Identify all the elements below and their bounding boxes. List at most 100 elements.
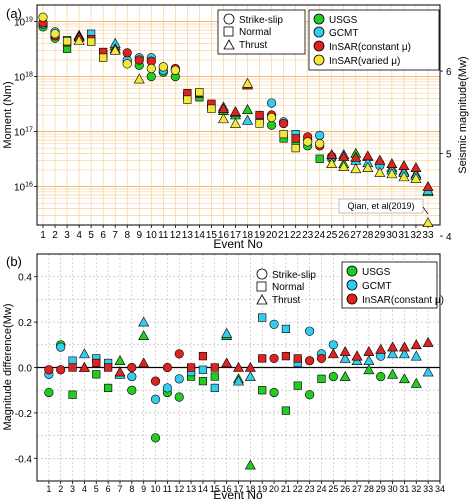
marker-b-series2-event4 <box>78 361 90 372</box>
marker-b-series1-event8 <box>127 371 137 382</box>
x-tick-label: 26 <box>338 230 350 241</box>
marker-b-series0-event5 <box>92 370 101 379</box>
x-tick-label: 16 <box>218 230 230 241</box>
marker-b-series1-event11 <box>162 383 172 393</box>
marker-a-series3-event32 <box>410 172 422 183</box>
x-tick-label: 18 <box>245 484 255 494</box>
marker-b-series1-event25 <box>328 340 338 350</box>
y-tick-label: 0.2 <box>18 318 32 329</box>
x-tick-label: 28 <box>362 230 374 241</box>
gcmt-legend-label: GCMT <box>362 281 391 292</box>
x-tick-label: 13 <box>186 484 196 494</box>
panel-a-mechanism-legend: Strike-slip Normal Thrust <box>217 9 306 55</box>
marker-b-series2-event15 <box>210 363 219 372</box>
marker-a-series2-event32 <box>410 162 422 173</box>
x-tick-label: 3 <box>70 484 75 494</box>
marker-b-series1-event9 <box>138 316 150 327</box>
x-tick-label: 17 <box>230 230 242 241</box>
x-tick-label: 11 <box>158 230 169 241</box>
marker-b-series0-event18 <box>244 459 256 470</box>
gcmt-legend-label: GCMT <box>329 28 358 39</box>
thrust-legend-label: Thrust <box>239 40 268 51</box>
marker-a-series3-event5 <box>87 37 96 46</box>
gcmt-legend-symbol <box>346 279 358 291</box>
marker-a-series3-event20 <box>266 112 277 123</box>
marker-a-series2-event30 <box>386 158 398 169</box>
panel-b-source-legend: USGS GCMT InSAR(constant μ) <box>341 261 444 309</box>
marker-b-series2-event19 <box>258 354 267 363</box>
panel-a-frame <box>36 4 441 226</box>
x-tick-label: 4 <box>76 230 82 241</box>
marker-b-series0-event29 <box>376 371 386 382</box>
marker-a-series0-event20 <box>266 120 277 130</box>
x-tick-label: 26 <box>340 484 350 494</box>
x-tick-label: 1 <box>40 230 46 241</box>
marker-a-series3-event23 <box>303 137 313 147</box>
marker-b-series2-event2 <box>56 365 66 375</box>
marker-b-series2-event33 <box>422 336 434 347</box>
marker-b-series0-event30 <box>387 368 399 379</box>
x-tick-label: 15 <box>206 230 218 241</box>
marker-b-series2-event32 <box>410 339 422 350</box>
x-tick-label: 2 <box>58 484 63 494</box>
marker-b-series2-event13 <box>186 363 196 372</box>
marker-b-series2-event9 <box>138 357 150 368</box>
x-tick-label: 12 <box>174 484 184 494</box>
marker-a-series3-event1 <box>38 12 48 22</box>
marker-a-series3-event24 <box>315 139 325 149</box>
marker-a-series3-event10 <box>146 63 156 74</box>
marker-b-series0-event21 <box>281 406 291 415</box>
marker-a-series2-event31 <box>398 160 410 170</box>
x-tick-label: 17 <box>233 484 243 494</box>
marker-a-series3-event31 <box>398 171 410 182</box>
right-tick-label: 5 <box>446 150 452 161</box>
marker-a-series3-event18 <box>242 77 254 88</box>
right-tick-label: 6 <box>446 67 452 78</box>
x-tick-label: 11 <box>163 484 172 494</box>
y-tick-label: 0.4 <box>18 273 32 284</box>
marker-b-series2-event17 <box>232 361 245 372</box>
marker-a-series0-event10 <box>146 71 156 82</box>
marker-b-series1-event31 <box>398 348 410 359</box>
insar-varied-legend-label: InSAR(varied μ) <box>329 56 400 67</box>
marker-b-series2-event24 <box>316 353 327 364</box>
marker-b-series0-event24 <box>317 374 326 383</box>
marker-b-series1-event19 <box>258 313 267 322</box>
marker-b-series2-event27 <box>351 350 363 361</box>
x-tick-label: 6 <box>100 230 106 241</box>
marker-b-series2-event22 <box>293 354 302 363</box>
marker-b-series2-event28 <box>363 345 375 356</box>
marker-a-series3-event27 <box>350 163 362 174</box>
normal-legend-label: Normal <box>272 282 304 293</box>
y-tick-label: -0.4 <box>15 454 33 465</box>
insar-constant-legend-label: InSAR(constant μ) <box>329 42 411 53</box>
marker-a-series0-event18 <box>242 104 254 114</box>
usgs-legend-symbol <box>346 265 358 277</box>
marker-a-series3-event11 <box>158 62 168 72</box>
marker-a-series3-event13 <box>183 95 192 104</box>
panel-a-x-label: Event No <box>213 237 263 251</box>
x-tick-label: 19 <box>257 484 267 494</box>
x-tick-label: 19 <box>254 230 266 241</box>
x-tick-label: 8 <box>124 230 130 241</box>
marker-a-series2-event17 <box>229 106 242 116</box>
marker-a-series3-event9 <box>133 73 145 84</box>
x-tick-label: 23 <box>305 484 315 494</box>
marker-b-series1-event21 <box>281 324 291 334</box>
marker-a-series2-event29 <box>374 154 386 165</box>
x-tick-label: 30 <box>386 230 398 241</box>
x-tick-label: 14 <box>194 230 206 241</box>
marker-b-series1-event23 <box>305 326 315 336</box>
x-tick-label: 22 <box>290 230 302 241</box>
annotation-box <box>338 198 424 214</box>
marker-b-series1-event20 <box>269 319 279 329</box>
marker-b-series2-event5 <box>92 358 101 368</box>
x-tick-label: 21 <box>281 484 291 494</box>
marker-a-series3-event6 <box>99 53 108 62</box>
x-tick-label: 20 <box>269 484 279 494</box>
x-tick-label: 29 <box>374 230 386 241</box>
x-tick-label: 31 <box>399 484 409 494</box>
strike-slip-legend-symbol <box>256 268 268 280</box>
marker-a-series2-event21 <box>279 118 289 129</box>
marker-b-series0-event19 <box>258 386 267 395</box>
